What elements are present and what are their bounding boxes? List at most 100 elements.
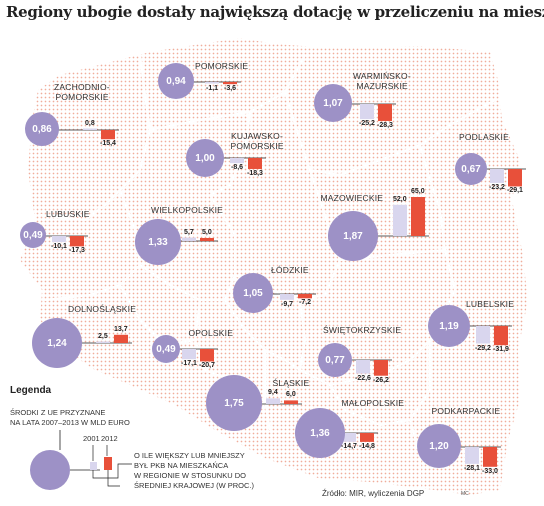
region-label-lubuskie: LUBUSKIE bbox=[46, 209, 90, 219]
bar-2012-mazowieckie bbox=[411, 197, 425, 236]
legend-bubble bbox=[30, 450, 70, 490]
region-label-kujawsko-pomorskie-2: POMORSKIE bbox=[230, 141, 284, 151]
bar-2012-podlaskie bbox=[508, 169, 522, 187]
value-2012-pomorskie: -3,6 bbox=[224, 85, 237, 93]
credit: MC bbox=[461, 491, 469, 497]
funds-bubble-śląskie: 1,75 bbox=[206, 375, 262, 431]
legend-gdp-line-1: O ILE WIĘKSZY LUB MNIEJSZY bbox=[134, 451, 245, 460]
value-2012-opolskie: -20,7 bbox=[199, 362, 215, 370]
region-label-zachodniopomorskie-1: ZACHODNIO- bbox=[54, 82, 110, 92]
region-label-świętokrzyskie: ŚWIĘTOKRZYSKIE bbox=[323, 325, 402, 335]
value-2012-łódzkie: -7,2 bbox=[299, 299, 312, 307]
bar-2012-lubuskie bbox=[70, 236, 84, 247]
value-2001-podkarpackie: -28,1 bbox=[464, 464, 480, 472]
funds-bubble-opolskie: 0,49 bbox=[152, 335, 180, 363]
bar-2012-świętokrzyskie bbox=[374, 360, 388, 376]
bar-2012-małopolskie bbox=[360, 433, 374, 442]
legend-bar-2012 bbox=[104, 457, 112, 470]
region-label-małopolskie: MAŁOPOLSKIE bbox=[341, 398, 405, 408]
value-2012-wielkopolskie: 5,0 bbox=[202, 229, 212, 236]
value-2001-podlaskie: -23,2 bbox=[489, 183, 505, 191]
bar-2001-podlaskie bbox=[490, 169, 504, 183]
value-2001-wielkopolskie: 5,7 bbox=[184, 228, 194, 236]
value-2012-podlaskie: -29,1 bbox=[507, 187, 523, 195]
legend-funds-line-1: ŚRODKI Z UE PRZYZNANE bbox=[10, 408, 106, 417]
value-2001-zachodniopomorskie: 0,8 bbox=[85, 119, 95, 127]
value-2001-opolskie: -17,1 bbox=[181, 360, 197, 368]
bar-2001-wielkopolskie bbox=[182, 237, 196, 241]
bar-2001-pomorskie bbox=[205, 82, 219, 84]
bar-2012-zachodniopomorskie bbox=[101, 130, 115, 140]
region-label-opolskie: OPOLSKIE bbox=[188, 328, 234, 338]
bar-2012-pomorskie bbox=[223, 82, 237, 85]
funds-bubble-małopolskie: 1,36 bbox=[295, 408, 345, 458]
value-2001-kujawsko-pomorskie: -8,6 bbox=[231, 164, 244, 172]
value-2001-lubuskie: -10,1 bbox=[51, 243, 67, 251]
value-2001-warmińsko-mazurskie: -25,2 bbox=[359, 120, 375, 128]
value-2012-lubuskie: -17,3 bbox=[69, 247, 85, 255]
value-2001-śląskie: 9,4 bbox=[268, 389, 278, 397]
funds-bubble-lubelskie: 1,19 bbox=[428, 305, 470, 347]
bar-2012-warmińsko-mazurskie bbox=[378, 104, 392, 121]
funds-bubble-pomorskie: 0,94 bbox=[158, 63, 194, 99]
gdp-bars bbox=[44, 81, 526, 467]
funds-bubble-warmińsko-mazurskie: 1,07 bbox=[314, 84, 352, 122]
region-label-zachodniopomorskie-2: POMORSKIE bbox=[55, 92, 109, 102]
bar-2012-wielkopolskie bbox=[200, 238, 214, 241]
bar-2012-śląskie bbox=[284, 400, 298, 404]
bar-2012-kujawsko-pomorskie bbox=[248, 158, 262, 169]
region-label-podlaskie: PODLASKIE bbox=[459, 132, 509, 142]
value-2012-małopolskie: -14,8 bbox=[359, 442, 375, 450]
bar-2001-dolnośląskie bbox=[96, 341, 110, 343]
value-2001-łódzkie: -9,7 bbox=[281, 300, 294, 308]
funds-bubble-świętokrzyskie: 0,77 bbox=[318, 343, 352, 377]
legend-gdp-line-2: BYŁ PKB NA MIESZKAŃCA bbox=[134, 461, 229, 470]
bar-2012-opolskie bbox=[200, 349, 214, 362]
bar-2012-dolnośląskie bbox=[114, 334, 128, 343]
value-2012-zachodniopomorskie: -15,4 bbox=[100, 140, 116, 148]
region-label-kujawsko-pomorskie-1: KUJAWSKO- bbox=[231, 131, 284, 141]
bar-2001-łódzkie bbox=[280, 294, 294, 300]
value-2012-świętokrzyskie: -26,2 bbox=[373, 376, 389, 384]
legend-year-2001: 2001 bbox=[83, 434, 100, 443]
legend-funds-line-2: NA LATA 2007–2013 W MLD EURO bbox=[10, 418, 130, 427]
value-2012-podkarpackie: -33,0 bbox=[482, 467, 498, 475]
bar-2001-lubelskie bbox=[476, 326, 490, 344]
bar-2012-lubelskie bbox=[494, 326, 508, 346]
value-2012-lubelskie: -31,9 bbox=[493, 346, 509, 354]
region-label-podkarpackie: PODKARPACKIE bbox=[431, 406, 501, 416]
value-2012-mazowieckie: 65,0 bbox=[411, 188, 425, 195]
region-label-mazowieckie: MAZOWIECKIE bbox=[320, 193, 384, 203]
region-borders bbox=[39, 54, 496, 488]
bar-2001-świętokrzyskie bbox=[356, 360, 370, 374]
legend-year-2012: 2012 bbox=[101, 434, 118, 443]
region-label-śląskie: ŚLĄSKIE bbox=[272, 378, 310, 388]
funds-bubble-zachodniopomorskie: 0,86 bbox=[25, 112, 59, 146]
chart-title: Regiony ubogie dostały największą dotacj… bbox=[6, 3, 544, 21]
funds-bubble-lubuskie: 0,49 bbox=[20, 222, 46, 248]
bar-2001-lubuskie bbox=[52, 236, 66, 243]
region-label-lubelskie: LUBELSKIE bbox=[466, 299, 515, 309]
source-note: Źródło: MIR, wyliczenia DGP bbox=[322, 489, 425, 498]
bar-2001-kujawsko-pomorskie bbox=[230, 158, 244, 164]
funds-bubble-podkarpackie: 1,20 bbox=[417, 424, 461, 468]
value-2001-małopolskie: -14,7 bbox=[341, 442, 357, 450]
bar-2001-podkarpackie bbox=[465, 447, 479, 464]
funds-bubble-podlaskie: 0,67 bbox=[455, 153, 487, 185]
region-label-łódzkie: ŁÓDZKIE bbox=[271, 265, 309, 275]
region-label-pomorskie: POMORSKIE bbox=[195, 61, 249, 71]
bar-2001-mazowieckie bbox=[393, 204, 407, 236]
value-2012-warmińsko-mazurskie: -28,3 bbox=[377, 121, 393, 129]
bar-2012-łódzkie bbox=[298, 294, 312, 299]
value-2001-pomorskie: -1,1 bbox=[206, 84, 219, 92]
region-label-warmińsko-mazurskie-2: MAZURSKIE bbox=[356, 81, 408, 91]
value-2012-śląskie: 6,0 bbox=[286, 391, 296, 399]
bar-2001-opolskie bbox=[182, 349, 196, 360]
funds-bubble-mazowieckie: 1,87 bbox=[328, 211, 378, 261]
funds-bubble-wielkopolskie: 1,33 bbox=[135, 219, 181, 265]
legend-gdp-line-4: ŚREDNIEJ KRAJOWEJ (W PROC.) bbox=[134, 481, 255, 490]
value-2001-dolnośląskie: 2,5 bbox=[98, 332, 108, 340]
